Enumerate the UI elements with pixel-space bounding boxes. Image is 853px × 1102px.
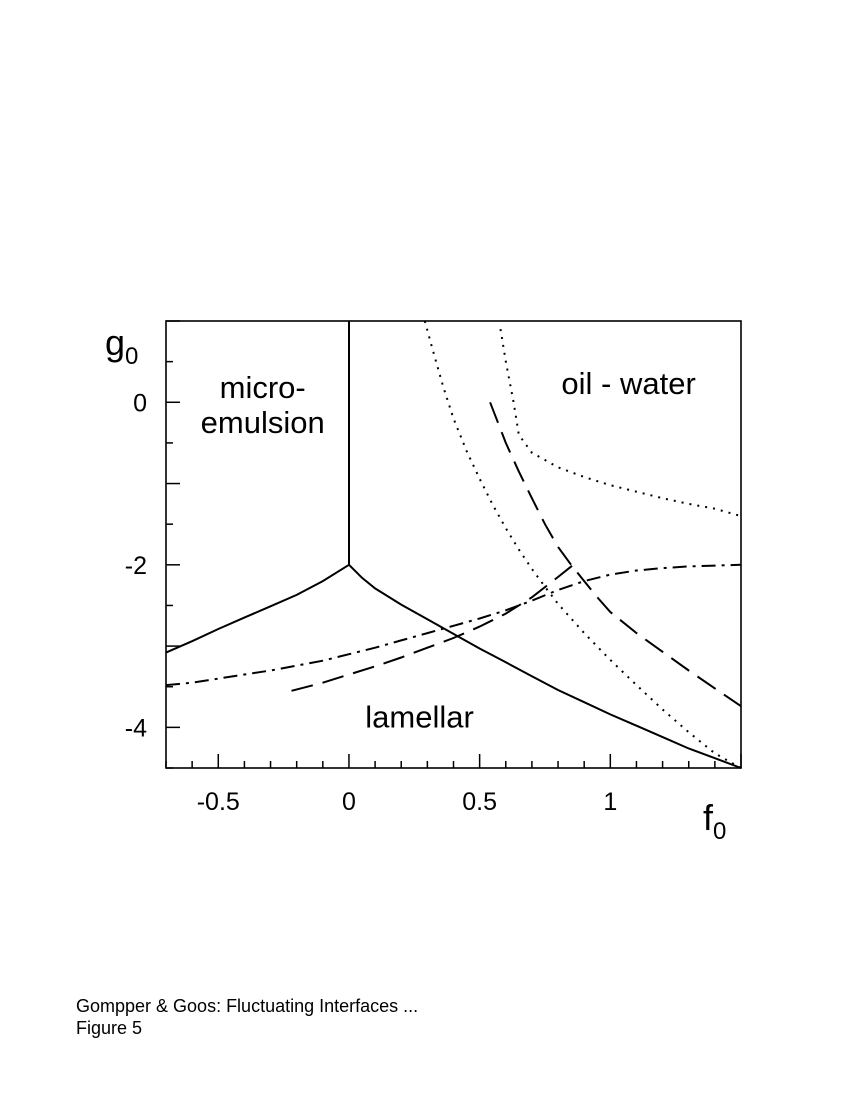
series-line-5-dotted [499,328,742,518]
x-tick-label: 1 [603,788,617,816]
series-line-3-solid [348,564,742,769]
series-line-4-dotted [423,320,742,769]
y-tick-label: -2 [125,552,147,580]
x-tick-label: 0.5 [462,788,497,816]
series-line-2-solid [165,563,350,654]
series-line-7-dashed [291,561,577,692]
region-label-2: oil - water [561,366,695,401]
caption-line-1: Gompper & Goos: Fluctuating Interfaces .… [76,996,419,1016]
labels-layer: -0.5 0 0.5 1 0 -2 -4 g0 f0 micro-emulsion oil - wa… [105,322,726,845]
y-axis-label: g0 [105,322,138,370]
series-line-8-dashdot [165,563,742,687]
x-tick-label: -0.5 [197,788,240,816]
series-line-6-dashed [489,401,742,708]
ticks-layer [165,320,742,769]
x-tick-label: 0 [342,788,356,816]
x-axis-label: f0 [703,797,726,845]
caption-line-2: Figure 5 [76,1018,143,1038]
y-tick-label: -4 [125,714,147,742]
region-label-3: lamellar [365,699,474,734]
series-layer [165,320,742,769]
y-tick-label: 0 [133,389,147,417]
plot-frame [165,320,742,769]
region-label-1: micro-emulsion [201,370,325,440]
